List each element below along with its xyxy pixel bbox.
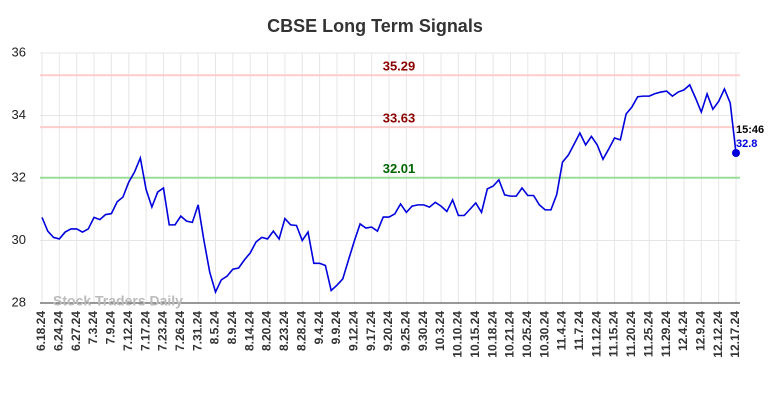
x-tick-label: 11.25.24 xyxy=(641,311,655,357)
annotation: 15:46 xyxy=(736,124,764,136)
x-tick-label: 10.3.24 xyxy=(433,311,447,351)
y-tick-label: 34 xyxy=(12,107,26,122)
x-tick-label: 9.30.24 xyxy=(416,311,430,351)
price-line xyxy=(41,83,737,295)
x-tick-label: 11.20.24 xyxy=(624,311,638,357)
x-tick-label: 12.9.24 xyxy=(693,311,707,351)
x-tick-label: 9.9.24 xyxy=(329,311,343,345)
chart-title: CBSE Long Term Signals xyxy=(267,16,483,36)
x-tick-label: 10.25.24 xyxy=(520,311,534,358)
x-tick-label: 8.14.24 xyxy=(242,311,256,351)
x-tick-label: 9.25.24 xyxy=(399,311,413,351)
value-label: 32.8 xyxy=(736,138,757,150)
x-tick-label: 11.15.24 xyxy=(607,311,621,357)
y-tick-label: 28 xyxy=(12,294,26,309)
x-tick-label: 8.9.24 xyxy=(225,311,239,345)
x-tick-label: 7.23.24 xyxy=(156,311,170,351)
x-tick-label: 7.26.24 xyxy=(173,311,187,351)
x-tick-label: 12.4.24 xyxy=(676,311,690,351)
signal-label: 33.63 xyxy=(383,111,416,126)
x-tick-label: 10.30.24 xyxy=(537,311,551,358)
y-tick-label: 32 xyxy=(12,169,26,184)
x-tick-label: 8.20.24 xyxy=(260,311,274,351)
x-tick-label: 11.12.24 xyxy=(589,311,603,357)
x-tick-label: 9.4.24 xyxy=(312,311,326,345)
x-tick-label: 6.27.24 xyxy=(69,311,83,351)
x-tick-label: 10.21.24 xyxy=(503,311,517,358)
x-tick-label: 7.3.24 xyxy=(86,311,100,345)
y-tick-label: 30 xyxy=(12,232,26,247)
last-point xyxy=(732,149,740,157)
signal-label: 32.01 xyxy=(383,161,416,176)
x-tick-label: 9.20.24 xyxy=(381,311,395,351)
x-tick-label: 8.5.24 xyxy=(208,311,222,345)
signal-label: 35.29 xyxy=(383,59,416,74)
x-tick-label: 9.17.24 xyxy=(364,311,378,351)
x-tick-label: 7.9.24 xyxy=(104,311,118,345)
x-tick-label: 6.24.24 xyxy=(52,311,66,351)
x-tick-label: 12.17.24 xyxy=(728,311,742,358)
x-tick-label: 8.28.24 xyxy=(294,311,308,351)
x-tick-label: 11.4.24 xyxy=(555,311,569,351)
x-tick-label: 6.18.24 xyxy=(34,311,48,351)
x-tick-label: 9.12.24 xyxy=(346,311,360,351)
x-tick-label: 7.17.24 xyxy=(138,311,152,351)
x-tick-label: 10.10.24 xyxy=(451,311,465,358)
x-tick-label: 8.23.24 xyxy=(277,311,291,351)
y-tick-label: 36 xyxy=(12,44,26,59)
x-tick-label: 10.15.24 xyxy=(468,311,482,358)
x-tick-label: 11.29.24 xyxy=(659,311,673,357)
x-tick-label: 7.31.24 xyxy=(190,311,204,351)
x-tick-label: 11.7.24 xyxy=(572,311,586,351)
x-tick-label: 10.18.24 xyxy=(485,311,499,358)
watermark: Stock Traders Daily xyxy=(53,293,183,309)
x-tick-label: 7.12.24 xyxy=(121,311,135,351)
x-tick-label: 12.12.24 xyxy=(711,311,725,358)
